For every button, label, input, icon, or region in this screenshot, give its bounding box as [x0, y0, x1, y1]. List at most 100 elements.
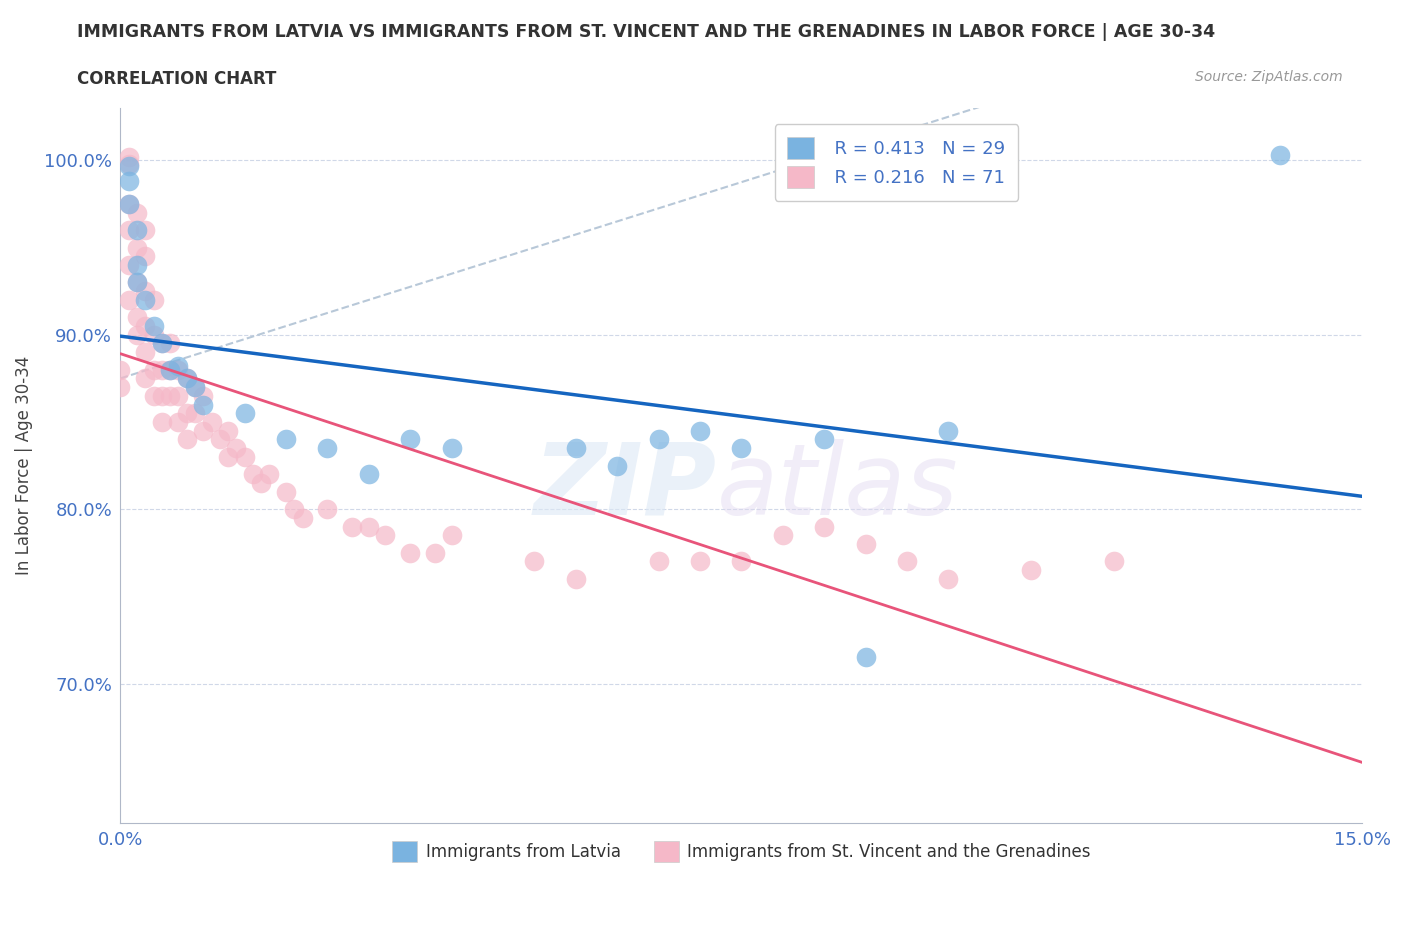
Point — [193, 397, 215, 412]
Point — [217, 423, 239, 438]
Point — [150, 415, 173, 430]
Point — [134, 284, 156, 299]
Point — [184, 405, 207, 420]
Point — [242, 467, 264, 482]
Point — [118, 222, 141, 237]
Point — [523, 554, 546, 569]
Point — [159, 362, 181, 377]
Point — [813, 432, 835, 446]
Point — [938, 572, 960, 587]
Point — [1268, 148, 1291, 163]
Point — [689, 423, 711, 438]
Point — [1019, 563, 1042, 578]
Point — [274, 485, 297, 499]
Legend: Immigrants from Latvia, Immigrants from St. Vincent and the Grenadines: Immigrants from Latvia, Immigrants from … — [385, 835, 1098, 869]
Point — [208, 432, 231, 446]
Point — [606, 458, 628, 473]
Point — [176, 371, 198, 386]
Point — [440, 441, 463, 456]
Point — [233, 405, 256, 420]
Point — [342, 519, 364, 534]
Point — [184, 379, 207, 394]
Point — [896, 554, 918, 569]
Point — [283, 501, 305, 516]
Point — [134, 292, 156, 307]
Point — [193, 423, 215, 438]
Point — [565, 441, 588, 456]
Point — [167, 362, 190, 377]
Point — [125, 258, 148, 272]
Point — [316, 441, 339, 456]
Point — [118, 196, 141, 211]
Point — [125, 240, 148, 255]
Y-axis label: In Labor Force | Age 30-34: In Labor Force | Age 30-34 — [15, 356, 32, 575]
Point — [233, 449, 256, 464]
Point — [855, 537, 877, 551]
Point — [118, 174, 141, 189]
Point — [689, 554, 711, 569]
Point — [142, 327, 165, 342]
Point — [730, 441, 752, 456]
Point — [118, 150, 141, 165]
Point — [142, 319, 165, 334]
Point — [110, 362, 132, 377]
Point — [150, 336, 173, 351]
Point — [291, 511, 314, 525]
Point — [125, 327, 148, 342]
Point — [184, 379, 207, 394]
Point — [176, 405, 198, 420]
Point — [374, 528, 396, 543]
Point — [134, 249, 156, 264]
Point — [150, 336, 173, 351]
Point — [125, 275, 148, 290]
Point — [176, 432, 198, 446]
Point — [134, 319, 156, 334]
Point — [813, 519, 835, 534]
Point — [159, 389, 181, 404]
Text: ZIP: ZIP — [534, 439, 717, 536]
Text: atlas: atlas — [717, 439, 959, 536]
Point — [142, 292, 165, 307]
Point — [134, 371, 156, 386]
Point — [118, 292, 141, 307]
Point — [118, 196, 141, 211]
Point — [647, 554, 669, 569]
Text: Source: ZipAtlas.com: Source: ZipAtlas.com — [1195, 70, 1343, 84]
Point — [125, 222, 148, 237]
Point — [250, 475, 273, 490]
Point — [134, 222, 156, 237]
Point — [142, 362, 165, 377]
Point — [142, 389, 165, 404]
Text: IMMIGRANTS FROM LATVIA VS IMMIGRANTS FROM ST. VINCENT AND THE GRENADINES IN LABO: IMMIGRANTS FROM LATVIA VS IMMIGRANTS FRO… — [77, 23, 1215, 41]
Point — [938, 423, 960, 438]
Point — [647, 432, 669, 446]
Point — [259, 467, 281, 482]
Point — [125, 275, 148, 290]
Point — [399, 432, 422, 446]
Point — [316, 501, 339, 516]
Point — [225, 441, 247, 456]
Point — [167, 389, 190, 404]
Point — [440, 528, 463, 543]
Point — [357, 467, 380, 482]
Point — [134, 345, 156, 360]
Text: CORRELATION CHART: CORRELATION CHART — [77, 70, 277, 87]
Point — [159, 362, 181, 377]
Point — [772, 528, 794, 543]
Point — [730, 554, 752, 569]
Point — [167, 359, 190, 374]
Point — [200, 415, 222, 430]
Point — [855, 650, 877, 665]
Point — [118, 158, 141, 173]
Point — [125, 310, 148, 325]
Point — [110, 379, 132, 394]
Point — [357, 519, 380, 534]
Point — [150, 362, 173, 377]
Point — [167, 415, 190, 430]
Point — [193, 389, 215, 404]
Point — [399, 545, 422, 560]
Point — [118, 258, 141, 272]
Point — [150, 389, 173, 404]
Point — [565, 572, 588, 587]
Point — [176, 371, 198, 386]
